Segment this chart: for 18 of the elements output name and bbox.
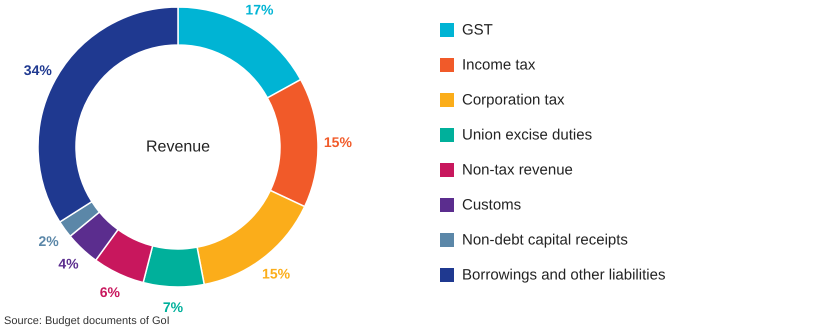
legend-label: Non-tax revenue xyxy=(462,162,573,178)
data-label: 2% xyxy=(38,233,60,250)
legend-label: Non-debt capital receipts xyxy=(462,232,628,248)
text: Revenue xyxy=(146,138,210,156)
legend-label: Union excise duties xyxy=(462,126,592,144)
legend-label: Corporation tax xyxy=(462,92,566,108)
source-note: Source: Budget documents of GoI xyxy=(4,315,170,327)
data-label: 15% xyxy=(262,265,291,282)
legend-label: Income tax xyxy=(462,56,536,74)
legend-label: Customs xyxy=(462,196,522,214)
data-label: 6% xyxy=(100,284,121,300)
data-label: 15% xyxy=(324,134,352,150)
data-label: 7% xyxy=(162,298,184,315)
legend-label: GST xyxy=(462,22,493,38)
legend-label: Borrowings and other liabilities xyxy=(462,266,666,284)
data-label: 34% xyxy=(24,62,52,78)
data-label: 4% xyxy=(58,256,80,272)
data-label: 17% xyxy=(245,1,274,18)
